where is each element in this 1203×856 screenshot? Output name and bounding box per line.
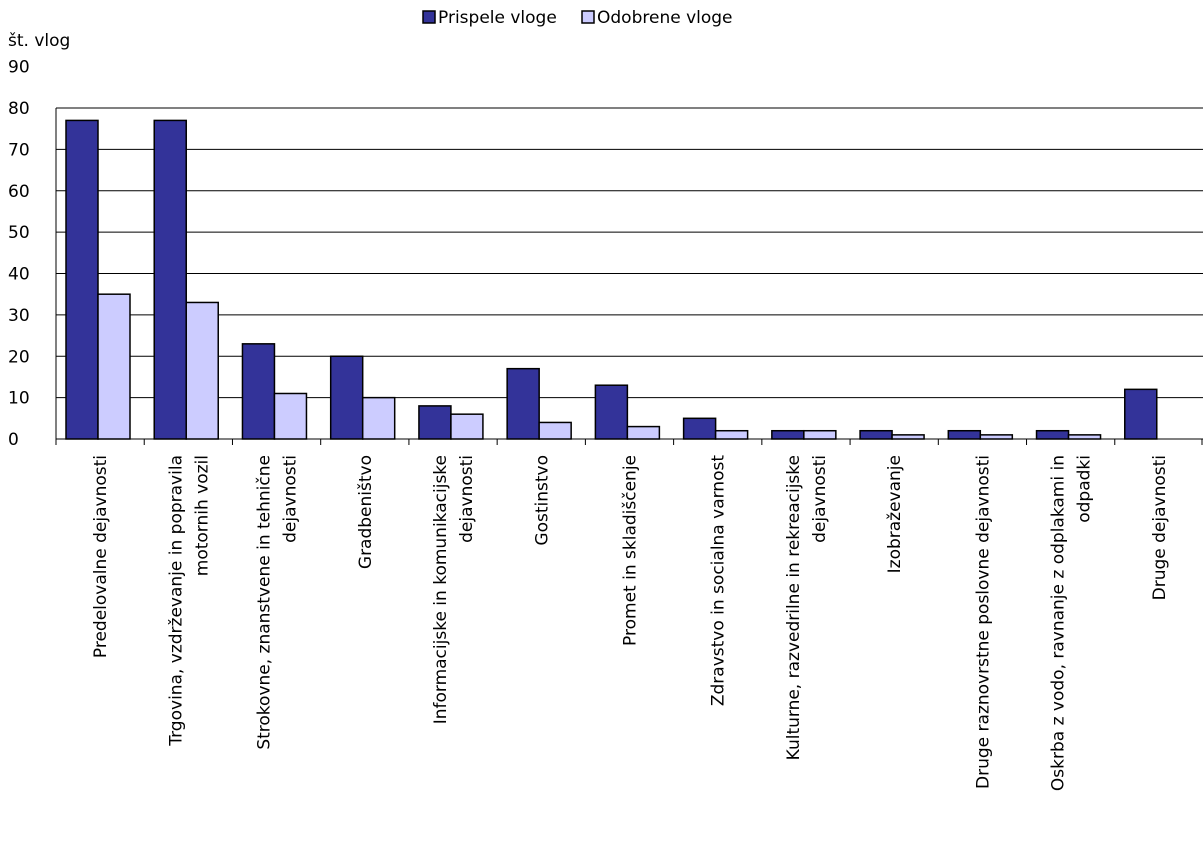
bar-odobrene-2	[273, 392, 308, 440]
bar-prispele-12	[1124, 388, 1158, 440]
bar-odobrene-6	[626, 425, 661, 440]
category-label-line: Gradbeništvo	[356, 455, 376, 569]
category-label: Trgovina, vzdrževanje in popravila motorn…	[166, 455, 212, 747]
legend-swatch	[581, 10, 595, 24]
bar-odobrene-3	[361, 396, 396, 440]
bar-prispele-5	[506, 367, 540, 440]
bar-odobrene-4	[450, 413, 484, 440]
bar-odobrene-1	[185, 301, 219, 440]
y-tick-label: 60	[8, 182, 30, 202]
bar-prispele-4	[418, 405, 452, 440]
y-tick-label: 10	[8, 389, 30, 409]
category-label-line: motornih vozil	[192, 455, 212, 576]
bar-odobrene-7	[714, 429, 749, 440]
category-label-line: dejavnosti	[281, 455, 301, 543]
category-label: Oskrba z vodo, ravnanje z odplakami in od…	[1049, 455, 1095, 791]
bars	[65, 119, 1158, 440]
bar-prispele-7	[682, 417, 717, 440]
category-label-line: odpadki	[1075, 455, 1095, 523]
category-label-line: Oskrba z vodo, ravnanje z odplakami in	[1049, 455, 1069, 791]
category-label-line: Trgovina, vzdrževanje in popravila	[166, 455, 186, 747]
category-label-line: Promet in skladiščenje	[621, 455, 641, 646]
axes	[55, 108, 1203, 445]
y-axis-ticks: 0 10 20 30 40 50 60 70 80 90	[8, 58, 30, 450]
category-label: Strokovne, znanstvene in tehnične dejavno…	[255, 455, 301, 750]
category-label-line: Kulturne, razvedrilne in rekreacijske	[784, 455, 804, 760]
category-label: Druge dejavnosti	[1150, 455, 1170, 600]
legend: Prispele vloge Odobrene vloge	[422, 8, 733, 28]
bar-prispele-8	[771, 429, 805, 440]
category-label-line: Strokovne, znanstvene in tehnične	[255, 455, 275, 750]
y-tick-label: 50	[8, 223, 30, 243]
category-label: Informacijske in komunikacijske dejavnost…	[431, 455, 477, 724]
category-label: Kulturne, razvedrilne in rekreacijske dej…	[784, 455, 830, 760]
y-tick-label: 20	[8, 347, 30, 367]
y-tick-label: 40	[8, 265, 30, 285]
category-label: Predelovalne dejavnosti	[91, 455, 111, 658]
bar-prispele-0	[65, 119, 99, 440]
category-label: Gostinstvo	[532, 455, 552, 546]
category-label: Izobraževanje	[885, 455, 905, 573]
category-label-line: dejavnosti	[810, 455, 830, 543]
category-label: Promet in skladiščenje	[621, 455, 641, 646]
bar-prispele-10	[947, 429, 982, 440]
bar-prispele-9	[859, 429, 893, 440]
category-label-line: Predelovalne dejavnosti	[91, 455, 111, 658]
bar-prispele-11	[1035, 429, 1070, 440]
category-label-line: Zdravstvo in socialna varnost	[709, 455, 729, 706]
bar-prispele-3	[329, 355, 364, 440]
bar-odobrene-10	[979, 434, 1014, 440]
bar-prispele-1	[153, 119, 187, 440]
bar-odobrene-11	[1067, 434, 1102, 440]
legend-label: Odobrene vloge	[597, 8, 733, 28]
category-label-line: Druge raznovrstne poslovne dejavnosti	[973, 455, 993, 789]
y-tick-label: 70	[8, 140, 30, 160]
category-label-line: dejavnosti	[457, 455, 477, 543]
bar-odobrene-8	[803, 429, 837, 440]
category-label-line: Druge dejavnosti	[1150, 455, 1170, 600]
bar-prispele-6	[594, 384, 629, 440]
category-label-line: Izobraževanje	[885, 455, 905, 573]
category-labels: Predelovalne dejavnosti Trgovina, vzdržev…	[91, 455, 1170, 791]
category-label-line: Gostinstvo	[532, 455, 552, 546]
bar-odobrene-9	[891, 434, 925, 440]
gridlines	[56, 107, 1203, 399]
category-label: Gradbeništvo	[356, 455, 376, 569]
y-tick-label: 90	[8, 58, 30, 78]
y-tick-label: 80	[8, 99, 30, 119]
bar-odobrene-5	[538, 421, 572, 440]
legend-swatch	[422, 10, 436, 24]
bar-odobrene-0	[97, 293, 131, 440]
legend-label: Prispele vloge	[438, 8, 557, 28]
category-label-line: Informacijske in komunikacijske	[431, 455, 451, 724]
bar-prispele-2	[241, 343, 276, 440]
y-axis-label: št. vlog	[8, 31, 70, 51]
y-tick-label: 0	[8, 430, 19, 450]
category-label: Zdravstvo in socialna varnost	[709, 455, 729, 706]
category-label: Druge raznovrstne poslovne dejavnosti	[973, 455, 993, 789]
y-tick-label: 30	[8, 306, 30, 326]
